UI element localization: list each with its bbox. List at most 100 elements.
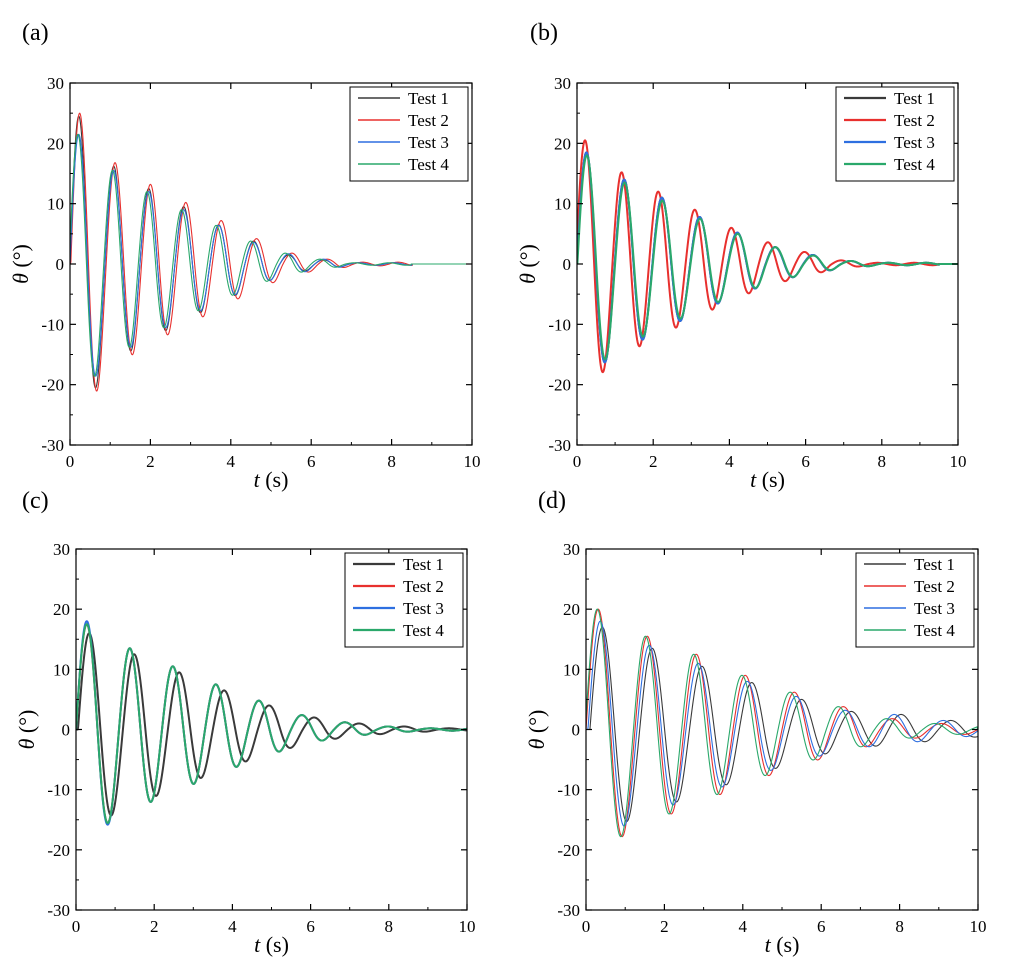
legend-label: Test 4	[408, 155, 449, 174]
y-tick-label: 0	[572, 721, 581, 740]
legend-label: Test 3	[894, 133, 935, 152]
x-tick-label: 4	[228, 917, 237, 936]
y-axis-label: θ (°)	[515, 244, 540, 284]
y-tick-label: -10	[41, 315, 64, 334]
y-axis-unit: (°)	[524, 710, 549, 739]
panel-label: (a)	[22, 20, 49, 46]
y-axis-label: θ (°)	[14, 710, 39, 750]
y-axis-unit: (°)	[14, 710, 39, 739]
legend-label: Test 2	[403, 577, 444, 596]
y-axis-variable: θ	[515, 273, 540, 284]
x-tick-label: 0	[582, 917, 591, 936]
legend: Test 1 Test 2 Test 3 Test 4	[349, 86, 469, 182]
y-tick-label: -10	[548, 315, 571, 334]
y-tick-label: -30	[47, 901, 70, 920]
y-tick-label: 0	[563, 255, 572, 274]
x-axis-variable: t	[254, 932, 261, 957]
y-tick-label: 30	[563, 540, 580, 559]
chart-panel-2: (b) 0 2 4 6 8 10 -30 -20 -10 0 10 20 30 t (s) θ (°) Test…	[515, 20, 967, 492]
panel-label: (d)	[538, 488, 566, 514]
x-tick-label: 8	[895, 917, 904, 936]
legend-box	[349, 86, 469, 182]
y-tick-label: 20	[554, 134, 571, 153]
legend-label: Test 4	[894, 155, 935, 174]
series-group	[577, 139, 958, 374]
x-tick-label: 10	[950, 452, 967, 471]
x-tick-label: 2	[150, 917, 159, 936]
y-tick-label: 20	[47, 134, 64, 153]
y-tick-label: 20	[563, 600, 580, 619]
legend-label: Test 1	[894, 89, 935, 108]
x-tick-label: 4	[725, 452, 734, 471]
y-tick-label: 10	[563, 660, 580, 679]
legend: Test 1 Test 2 Test 3 Test 4	[835, 86, 955, 182]
legend-label: Test 1	[408, 89, 449, 108]
legend-box	[344, 552, 464, 648]
x-tick-label: 4	[227, 452, 236, 471]
y-tick-label: -30	[548, 436, 571, 455]
series-group	[586, 608, 978, 838]
legend-label: Test 4	[403, 621, 444, 640]
x-axis-label: t (s)	[254, 932, 289, 957]
y-tick-label: -20	[41, 376, 64, 395]
y-tick-label: 0	[62, 721, 71, 740]
legend-label: Test 2	[894, 111, 935, 130]
x-tick-label: 6	[307, 452, 316, 471]
series-group	[76, 620, 467, 826]
legend-label: Test 3	[408, 133, 449, 152]
x-axis-variable: t	[765, 932, 772, 957]
x-tick-label: 6	[306, 917, 315, 936]
y-axis-unit: (°)	[8, 244, 33, 273]
y-tick-label: 30	[53, 540, 70, 559]
y-tick-label: 20	[53, 600, 70, 619]
y-tick-label: 10	[47, 195, 64, 214]
x-axis-label: t (s)	[765, 932, 800, 957]
x-tick-label: 10	[459, 917, 476, 936]
series-line-test-3	[586, 620, 978, 827]
x-axis-unit: (s)	[260, 932, 289, 957]
legend: Test 1 Test 2 Test 3 Test 4	[344, 552, 464, 648]
y-tick-label: -20	[557, 841, 580, 860]
x-tick-label: 10	[464, 452, 481, 471]
y-axis-label: θ (°)	[524, 710, 549, 750]
x-tick-label: 6	[817, 917, 826, 936]
legend-label: Test 1	[403, 555, 444, 574]
x-axis-variable: t	[254, 467, 261, 492]
x-tick-label: 2	[660, 917, 669, 936]
x-axis-label: t (s)	[254, 467, 289, 492]
y-axis-unit: (°)	[515, 244, 540, 273]
x-axis-variable: t	[750, 467, 757, 492]
series-line-test-3	[76, 620, 467, 826]
y-tick-label: -20	[548, 376, 571, 395]
x-axis-unit: (s)	[771, 932, 800, 957]
x-axis-label: t (s)	[750, 467, 785, 492]
x-axis-unit: (s)	[260, 467, 289, 492]
y-tick-label: -20	[47, 841, 70, 860]
y-tick-label: -10	[557, 781, 580, 800]
y-axis-label: θ (°)	[8, 244, 33, 284]
x-tick-label: 10	[970, 917, 987, 936]
series-line-test-4	[76, 623, 467, 825]
series-line-test-4	[577, 154, 958, 361]
x-tick-label: 4	[739, 917, 748, 936]
legend-label: Test 4	[914, 621, 955, 640]
series-line-test-4	[70, 133, 472, 377]
series-group	[70, 112, 472, 392]
legend-label: Test 1	[914, 555, 955, 574]
x-tick-label: 0	[66, 452, 75, 471]
x-axis-unit: (s)	[756, 467, 785, 492]
x-tick-label: 8	[878, 452, 887, 471]
legend-label: Test 2	[408, 111, 449, 130]
series-line-test-1	[76, 632, 467, 817]
panel-label: (c)	[22, 488, 49, 514]
x-tick-label: 2	[649, 452, 658, 471]
y-tick-label: 10	[53, 660, 70, 679]
legend-label: Test 3	[403, 599, 444, 618]
series-line-test-3	[70, 133, 472, 377]
x-tick-label: 6	[801, 452, 810, 471]
y-axis-variable: θ	[524, 738, 549, 749]
legend-label: Test 2	[914, 577, 955, 596]
y-tick-label: 10	[554, 195, 571, 214]
y-tick-label: 30	[47, 74, 64, 93]
